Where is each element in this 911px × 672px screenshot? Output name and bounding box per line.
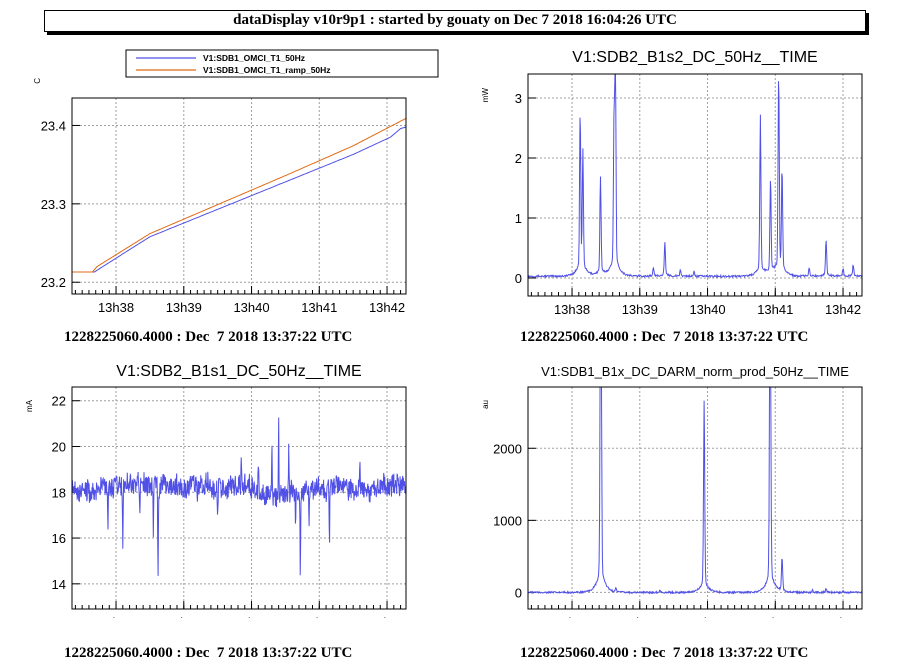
plot-frame xyxy=(527,73,863,297)
chart-panel-darm: V1:SDB1_B1x_DC_DARM_norm_prod_50Hz__TIME… xyxy=(481,364,863,618)
title-bar: dataDisplay v10r9p1 : started by gouaty … xyxy=(44,10,866,32)
series-line xyxy=(528,387,862,595)
x-tick-label: 13h38 xyxy=(98,615,134,618)
x-tick-label: 13h40 xyxy=(233,615,269,618)
chart-panel-b1s1: V1:SDB2_B1s1_DC_50Hz__TIMEmA13h3813h3913… xyxy=(25,363,407,618)
series-line xyxy=(72,417,406,576)
y-tick-label: 23.3 xyxy=(41,197,66,212)
x-tick-label: 13h40 xyxy=(233,300,269,314)
x-tick-label: 13h41 xyxy=(301,615,337,618)
y-tick-label: 18 xyxy=(52,485,66,500)
grid: 13h38 13h39 13h40 13h41 13h42 0 1 2 3 xyxy=(515,74,862,314)
x-tick-label: 13h41 xyxy=(757,615,793,618)
y-axis-label: mW xyxy=(481,88,490,103)
x-tick-label: 13h42 xyxy=(369,300,405,314)
chart-footer-temperature: 1228225060.4000 : Dec 7 2018 13:37:22 UT… xyxy=(64,329,353,345)
grid: 13h38 13h39 13h40 13h41 13h42 23.2 23.3 23.4 xyxy=(41,98,406,314)
x-tick-label: 13h39 xyxy=(166,615,202,618)
y-axis-label: C xyxy=(33,78,42,84)
y-tick-label: 22 xyxy=(52,394,66,409)
chart-title: V1:SDB2_B1s1_DC_50Hz__TIME xyxy=(116,363,361,380)
legend-label: V1:SDB1_OMCI_T1_ramp_50Hz xyxy=(203,65,331,75)
chart-panel-temperature: C 13h38 13h39 13h40 13h41 13h42 23.2 23.3 23.4 V1… xyxy=(33,49,439,314)
x-tick-label: 13h39 xyxy=(622,302,658,314)
x-tick-label: 13h42 xyxy=(825,302,861,314)
y-tick-label: 16 xyxy=(52,531,66,546)
x-tick-label: 13h42 xyxy=(825,615,861,618)
y-tick-label: 0 xyxy=(515,585,522,600)
y-tick-label: 20 xyxy=(52,440,66,455)
y-tick-label: 23.4 xyxy=(41,118,66,133)
y-axis-label: mA xyxy=(25,399,34,412)
x-tick-label: 13h38 xyxy=(554,615,590,618)
chart-title: V1:SDB2_B1s2_DC_50Hz__TIME xyxy=(572,49,817,66)
y-axis-label: au xyxy=(481,400,490,409)
y-tick-label: 1000 xyxy=(493,513,522,528)
legend: V1:SDB1_OMCI_T1_50Hz V1:SDB1_OMCI_T1_ramp… xyxy=(125,49,439,78)
plot-frame xyxy=(71,386,407,610)
series-line xyxy=(72,126,406,273)
x-tick-label: 13h39 xyxy=(166,300,202,314)
series-line xyxy=(528,74,862,279)
plot-frame xyxy=(71,97,407,295)
y-tick-label: 2000 xyxy=(493,441,522,456)
x-tick-label: 13h39 xyxy=(622,615,658,618)
x-tick-label: 13h40 xyxy=(689,302,725,314)
x-tick-label: 13h42 xyxy=(369,615,405,618)
legend-label: V1:SDB1_OMCI_T1_50Hz xyxy=(203,53,305,63)
series-line xyxy=(72,117,406,273)
y-tick-label: 0 xyxy=(515,271,522,286)
chart-footer-b1s1: 1228225060.4000 : Dec 7 2018 13:37:22 UT… xyxy=(64,645,353,661)
chart-title: V1:SDB1_B1x_DC_DARM_norm_prod_50Hz__TIME xyxy=(541,364,849,379)
y-tick-label: 2 xyxy=(515,151,522,166)
grid: 13h38 13h39 13h40 13h41 13h42 14 16 18 20 22 xyxy=(52,387,406,618)
plot-frame xyxy=(527,386,863,610)
y-tick-label: 23.2 xyxy=(41,275,66,290)
window-title: dataDisplay v10r9p1 : started by gouaty … xyxy=(233,12,677,28)
chart-footer-darm: 1228225060.4000 : Dec 7 2018 13:37:22 UT… xyxy=(520,645,809,661)
x-tick-label: 13h38 xyxy=(554,302,590,314)
x-tick-label: 13h40 xyxy=(689,615,725,618)
legend-box xyxy=(125,49,439,78)
y-tick-label: 14 xyxy=(52,577,66,592)
grid: 13h38 13h39 13h40 13h41 13h42 0 1000 2000 xyxy=(493,387,862,618)
x-tick-label: 13h41 xyxy=(301,300,337,314)
chart-footer-b1s2: 1228225060.4000 : Dec 7 2018 13:37:22 UT… xyxy=(520,329,809,345)
x-tick-label: 13h38 xyxy=(98,300,134,314)
y-tick-label: 3 xyxy=(515,91,522,106)
y-tick-label: 1 xyxy=(515,211,522,226)
x-tick-label: 13h41 xyxy=(757,302,793,314)
